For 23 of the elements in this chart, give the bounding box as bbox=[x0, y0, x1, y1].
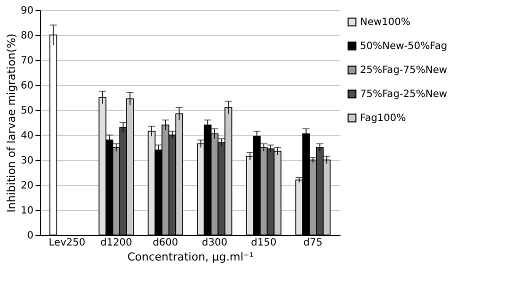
x-tick-label: d600 bbox=[152, 238, 178, 248]
y-axis-title: Inhibition of larvae migration(%) bbox=[4, 34, 18, 212]
y-tick-label: 70 bbox=[20, 56, 34, 66]
x-tick-label: d75 bbox=[303, 238, 322, 248]
x-tick-label: d300 bbox=[202, 238, 228, 248]
x-axis-title: Concentration, µg.ml⁻¹ bbox=[127, 250, 254, 264]
y-tick-label: 40 bbox=[20, 130, 34, 142]
x-tick-label: d150 bbox=[251, 238, 276, 248]
y-tick-label: 30 bbox=[20, 156, 34, 166]
legend-label: Fag100% bbox=[360, 113, 406, 124]
y-tick-label: 20 bbox=[20, 180, 34, 192]
y-tick-label: 50 bbox=[20, 106, 34, 116]
y-tick-label: 80 bbox=[20, 30, 34, 42]
legend-label: New100% bbox=[360, 17, 410, 28]
legend-label: 25%Fag-75%New bbox=[360, 65, 448, 76]
legend-label: 50%New-50%Fag bbox=[360, 41, 448, 52]
x-tick-label: d1200 bbox=[100, 238, 132, 248]
x-tick-label: Lev250 bbox=[48, 238, 86, 248]
y-tick-label: 0 bbox=[27, 230, 34, 242]
y-tick-label: 90 bbox=[20, 6, 34, 16]
legend-label: 75%Fag-25%New bbox=[360, 89, 448, 100]
y-tick-label: 60 bbox=[20, 80, 34, 92]
y-tick-label: 10 bbox=[20, 206, 34, 216]
